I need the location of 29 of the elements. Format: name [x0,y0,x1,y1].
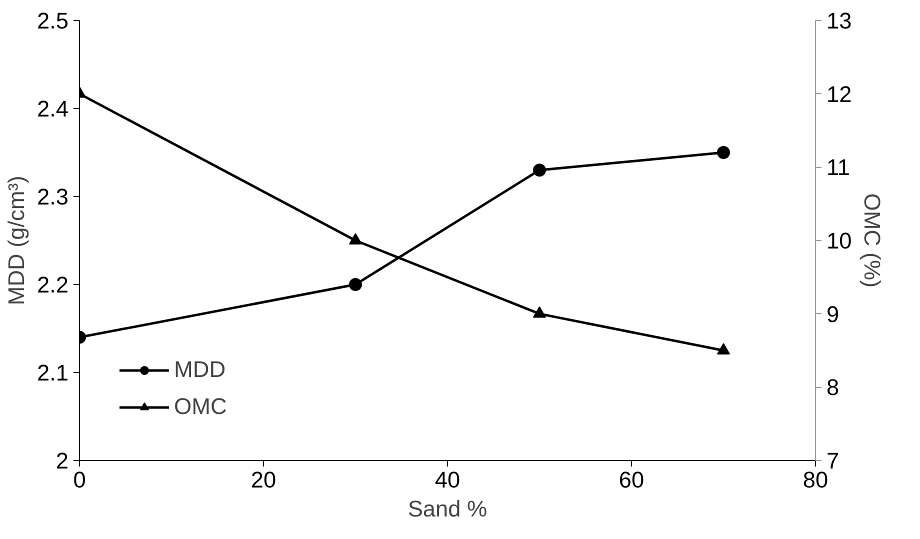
y2-tick-label: 12 [826,80,852,107]
x-tick-label: 20 [250,466,276,492]
y2-tick-label: 11 [826,154,850,180]
point [349,278,362,291]
y-tick-label: 2.3 [37,184,69,210]
y2-tick-label: 7 [826,448,840,474]
point [717,343,730,354]
x-tick-label: 80 [802,466,828,492]
y2-axis-title: OMC (%) [860,193,886,288]
y-tick-label: 2.5 [37,8,69,34]
y2-tick-label: 13 [826,8,852,34]
y2-tick-label: 10 [826,228,852,254]
x-tick-label: 40 [434,466,460,492]
legend-label: OMC [174,393,227,420]
legend-label: MDD [174,356,226,383]
x-axis-title: Sand % [408,496,488,522]
y-tick-label: 2.4 [37,96,69,122]
x-tick-label: 0 [73,466,86,492]
x-tick-label: 60 [618,466,644,492]
y-tick-label: 2 [56,448,69,474]
point [349,233,362,244]
point [533,306,546,318]
point [533,164,546,177]
y2-tick-label: 9 [826,300,840,327]
y-tick-label: 2.2 [37,272,69,298]
y-axis-title: MDD (g/cm³) [3,176,30,306]
y2-tick-label: 8 [826,374,840,400]
point [717,146,730,159]
y-tick-label: 2.1 [37,360,69,386]
